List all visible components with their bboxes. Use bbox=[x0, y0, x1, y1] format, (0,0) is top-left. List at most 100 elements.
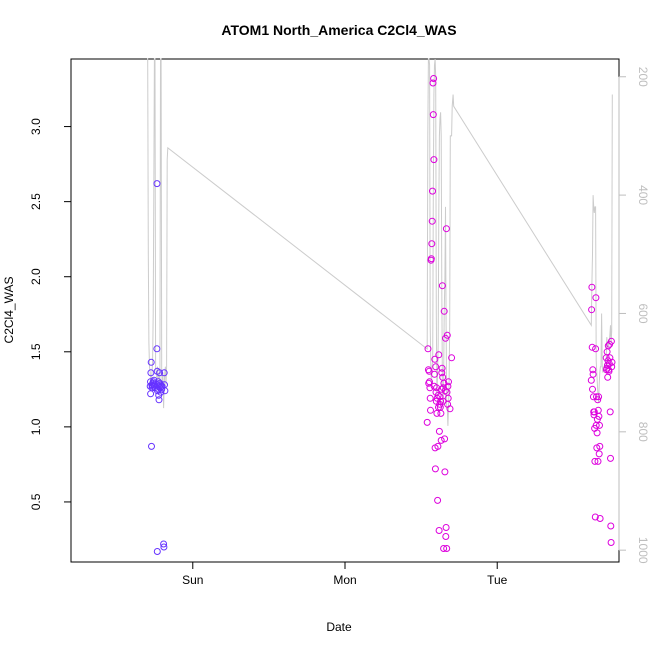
data-point bbox=[607, 337, 615, 345]
data-point bbox=[430, 75, 438, 82]
data-point bbox=[444, 382, 452, 390]
y-tick-label: 3.0 bbox=[29, 118, 43, 135]
data-point bbox=[156, 369, 164, 377]
data-point bbox=[443, 331, 451, 339]
data-point bbox=[160, 543, 168, 551]
right-axis: 200 400 600 800 1000 bbox=[618, 67, 650, 564]
chart-title: ATOM1 North_America C2Cl4_WAS bbox=[221, 22, 456, 38]
data-point bbox=[588, 343, 596, 351]
data-point bbox=[608, 363, 616, 371]
pressure-line-layer bbox=[147, 58, 613, 426]
data-point bbox=[437, 409, 445, 417]
data-point bbox=[434, 496, 442, 504]
data-point bbox=[438, 369, 446, 377]
data-point bbox=[448, 354, 456, 362]
data-point bbox=[446, 405, 454, 413]
data-point bbox=[431, 355, 439, 363]
data-point bbox=[594, 396, 602, 404]
data-point bbox=[434, 442, 442, 450]
pressure-line bbox=[147, 58, 613, 426]
data-point bbox=[428, 240, 436, 248]
data-point bbox=[437, 397, 445, 405]
x-tick-label: Tue bbox=[487, 573, 508, 587]
data-point bbox=[423, 418, 431, 426]
data-point bbox=[589, 366, 597, 374]
data-point bbox=[441, 468, 449, 476]
data-point bbox=[147, 390, 155, 398]
data-point bbox=[445, 378, 452, 386]
data-point bbox=[592, 345, 600, 353]
data-point bbox=[443, 545, 451, 552]
data-point bbox=[588, 306, 596, 314]
data-point bbox=[430, 156, 438, 164]
y-tick-label: 2.5 bbox=[29, 193, 43, 210]
data-point bbox=[148, 442, 155, 450]
x-tick-label: Sun bbox=[182, 573, 203, 587]
data-point bbox=[160, 540, 168, 548]
data-point bbox=[595, 393, 603, 401]
data-point bbox=[435, 527, 443, 534]
data-point bbox=[608, 358, 616, 366]
data-point bbox=[604, 373, 612, 381]
data-point bbox=[153, 345, 161, 353]
data-point bbox=[438, 282, 446, 290]
data-point bbox=[440, 307, 448, 315]
data-point bbox=[587, 376, 595, 384]
data-point bbox=[424, 345, 432, 353]
data-point bbox=[593, 429, 601, 437]
data-point bbox=[155, 396, 163, 404]
data-point bbox=[437, 436, 445, 444]
data-point bbox=[438, 385, 445, 393]
data-point bbox=[428, 217, 436, 225]
data-point bbox=[591, 457, 599, 465]
data-point bbox=[442, 533, 450, 540]
x-axis: Sun Mon Tue bbox=[182, 561, 508, 587]
data-point bbox=[596, 515, 604, 522]
data-point bbox=[153, 548, 161, 555]
data-point bbox=[433, 384, 441, 392]
y-tick-label: 1.0 bbox=[29, 418, 43, 435]
data-point bbox=[606, 408, 614, 416]
y-axis-label: C2Cl4_WAS bbox=[2, 277, 16, 344]
data-point bbox=[432, 363, 440, 371]
x-axis-label: Date bbox=[326, 620, 352, 634]
data-point bbox=[153, 180, 161, 188]
data-point bbox=[607, 522, 615, 530]
data-point bbox=[429, 111, 437, 119]
right-tick-label: 800 bbox=[636, 422, 650, 442]
y-tick-label: 0.5 bbox=[29, 493, 43, 510]
right-tick-label: 200 bbox=[636, 67, 650, 87]
y-axis: 0.5 1.0 1.5 2.0 2.5 3.0 bbox=[29, 118, 72, 510]
data-point bbox=[426, 394, 434, 402]
data-point bbox=[435, 351, 443, 359]
data-point bbox=[435, 427, 443, 435]
data-point bbox=[429, 187, 436, 195]
data-point bbox=[161, 387, 169, 395]
data-point bbox=[426, 384, 434, 392]
data-point bbox=[427, 406, 434, 414]
data-point bbox=[427, 255, 435, 263]
scatter-points-layer bbox=[146, 75, 616, 555]
data-point bbox=[431, 465, 439, 473]
data-point bbox=[425, 367, 433, 375]
data-point bbox=[147, 369, 155, 377]
data-point bbox=[603, 348, 611, 356]
data-point bbox=[440, 545, 448, 552]
data-point bbox=[429, 79, 437, 87]
data-point bbox=[595, 450, 603, 458]
data-point bbox=[607, 539, 615, 546]
data-point bbox=[588, 283, 596, 291]
data-point bbox=[147, 358, 155, 366]
y-tick-label: 2.0 bbox=[29, 268, 43, 285]
data-point bbox=[589, 370, 597, 378]
data-point bbox=[441, 435, 449, 443]
x-tick-label: Mon bbox=[333, 573, 356, 587]
data-point bbox=[592, 294, 600, 302]
right-tick-label: 400 bbox=[636, 185, 650, 205]
data-point bbox=[442, 225, 450, 233]
data-point bbox=[431, 370, 438, 378]
data-point bbox=[595, 412, 603, 420]
right-tick-label: 1000 bbox=[636, 537, 650, 564]
data-point bbox=[442, 524, 450, 531]
